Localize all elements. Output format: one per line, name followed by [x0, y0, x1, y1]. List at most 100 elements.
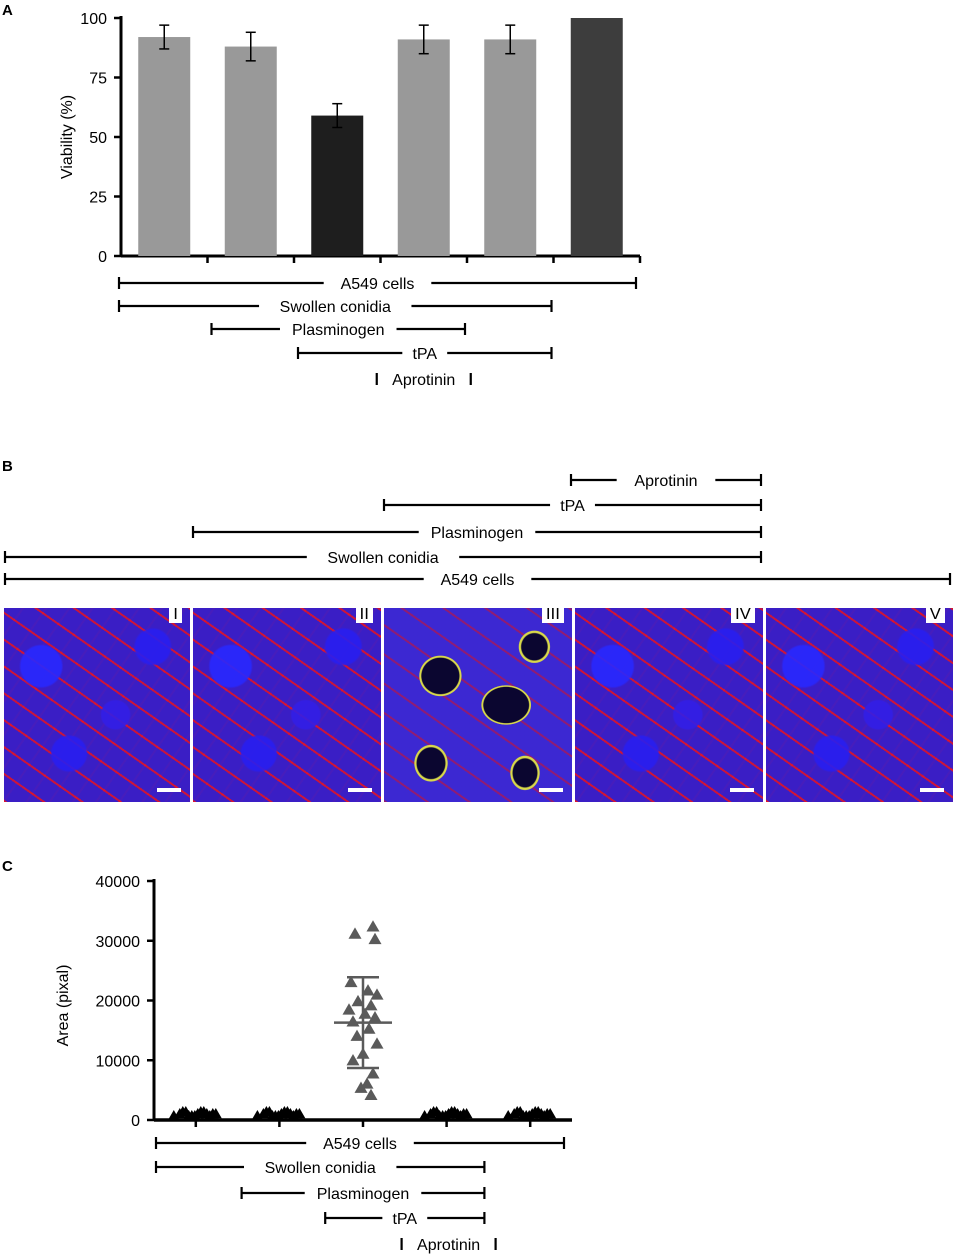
- panel-c-label: C: [2, 858, 13, 875]
- data-point: [361, 984, 375, 996]
- data-point: [344, 975, 358, 988]
- data-point: [511, 1105, 524, 1117]
- y-axis-label: Area (pixal): [55, 965, 72, 1047]
- data-point: [368, 932, 382, 945]
- y-tick-label: 10000: [96, 1053, 141, 1070]
- panel-b-condition-bars: Aprotinin tPA Plasminogen Swollen conidiaA5…: [3, 470, 952, 589]
- data-point: [366, 1067, 380, 1079]
- condition-label: Aprotinin: [634, 473, 697, 490]
- condition-label: Plasminogen: [292, 322, 385, 339]
- panel-a-bar-chart: 0 25 50 75 100 Viability (%) A549 cells Swollen…: [59, 11, 642, 389]
- data-point: [354, 1081, 368, 1093]
- data-point: [433, 1109, 446, 1121]
- data-point: [348, 927, 362, 939]
- y-tick-label: 30000: [96, 934, 141, 951]
- condition-label-bg: [402, 343, 448, 363]
- data-point: [364, 1088, 378, 1101]
- data-point: [182, 1109, 195, 1121]
- tile-number-label: II: [355, 608, 373, 623]
- data-point: [351, 994, 365, 1007]
- condition-label: Aprotinin: [392, 372, 455, 389]
- data-point: [541, 1107, 554, 1119]
- data-point: [350, 1029, 364, 1041]
- micrograph-tile-3: III: [384, 608, 572, 802]
- condition-label: tPA: [412, 346, 437, 363]
- scale-bar: [920, 788, 944, 792]
- y-tick-label: 40000: [96, 874, 141, 891]
- condition-label-bg: [382, 1208, 428, 1228]
- micrograph-tile-4: IV: [575, 608, 763, 802]
- data-point: [346, 1054, 360, 1066]
- condition-label: A549 cells: [323, 1136, 397, 1153]
- bar: [397, 39, 450, 256]
- micrograph-tile-1: I: [4, 608, 190, 802]
- condition-label: Plasminogen: [431, 525, 524, 542]
- condition-label-bg: [550, 495, 595, 515]
- data-point: [370, 1037, 384, 1049]
- y-axis-label: Viability (%): [59, 95, 76, 179]
- condition-label: A549 cells: [341, 276, 415, 293]
- condition-label-bg: [259, 296, 412, 316]
- bar: [570, 18, 623, 256]
- condition-label: Swollen conidia: [327, 550, 438, 567]
- data-point: [445, 1105, 458, 1117]
- condition-label: tPA: [392, 1211, 417, 1228]
- scale-bar: [730, 788, 754, 792]
- data-point: [362, 1022, 376, 1034]
- scale-bar: [348, 788, 372, 792]
- condition-label-bg: [304, 1183, 422, 1203]
- data-point: [529, 1105, 542, 1117]
- data-point: [260, 1105, 273, 1117]
- data-point: [370, 988, 384, 1000]
- condition-label: A549 cells: [441, 572, 515, 589]
- panel-a-label: A: [2, 2, 13, 19]
- condition-label: Plasminogen: [317, 1186, 410, 1203]
- data-point: [364, 999, 378, 1011]
- data-point: [194, 1105, 207, 1117]
- condition-label-bg: [306, 1133, 414, 1153]
- data-point: [266, 1109, 279, 1121]
- scale-bar: [157, 788, 181, 792]
- y-tick-label: 75: [89, 71, 107, 88]
- condition-label-bg: [244, 1157, 397, 1177]
- y-tick-label: 100: [80, 11, 107, 28]
- bar: [311, 115, 364, 256]
- y-tick-label: 25: [89, 190, 107, 207]
- condition-label-bg: [423, 569, 532, 589]
- panel-b-label: B: [2, 458, 13, 475]
- scale-bar: [539, 788, 563, 792]
- y-tick-label: 0: [131, 1113, 140, 1130]
- data-point: [342, 1003, 356, 1015]
- condition-label: tPA: [560, 498, 585, 515]
- condition-label-bg: [418, 522, 536, 542]
- tile-number-label: I: [169, 608, 182, 623]
- data-point: [368, 1011, 382, 1023]
- data-point: [278, 1105, 291, 1117]
- data-point: [457, 1107, 470, 1119]
- condition-label: Swollen conidia: [280, 299, 391, 316]
- tile-number-label: III: [541, 608, 564, 623]
- condition-label-bg: [616, 470, 716, 490]
- condition-label-bg: [323, 273, 432, 293]
- condition-label: Aprotinin: [417, 1237, 480, 1254]
- tile-number-label: V: [925, 608, 945, 623]
- bar: [224, 46, 277, 257]
- bar: [138, 37, 191, 256]
- data-point: [206, 1107, 219, 1119]
- data-point: [290, 1107, 303, 1119]
- data-point: [517, 1109, 530, 1121]
- bar: [484, 39, 537, 256]
- y-tick-label: 50: [89, 130, 107, 147]
- data-point: [360, 1077, 374, 1089]
- micrograph-tile-5: V: [766, 608, 953, 802]
- data-point: [366, 920, 380, 932]
- condition-label-bg: [279, 319, 397, 339]
- condition-label: Swollen conidia: [265, 1160, 376, 1177]
- data-point: [427, 1105, 440, 1117]
- y-tick-label: 20000: [96, 994, 141, 1011]
- data-point: [346, 1015, 360, 1027]
- condition-label-bg: [306, 547, 460, 567]
- panel-c-scatter-chart: 0 10000 20000 30000 40000 Area (pixal) A549 ce…: [55, 874, 572, 1254]
- y-tick-label: 0: [98, 249, 107, 266]
- data-point: [176, 1105, 189, 1117]
